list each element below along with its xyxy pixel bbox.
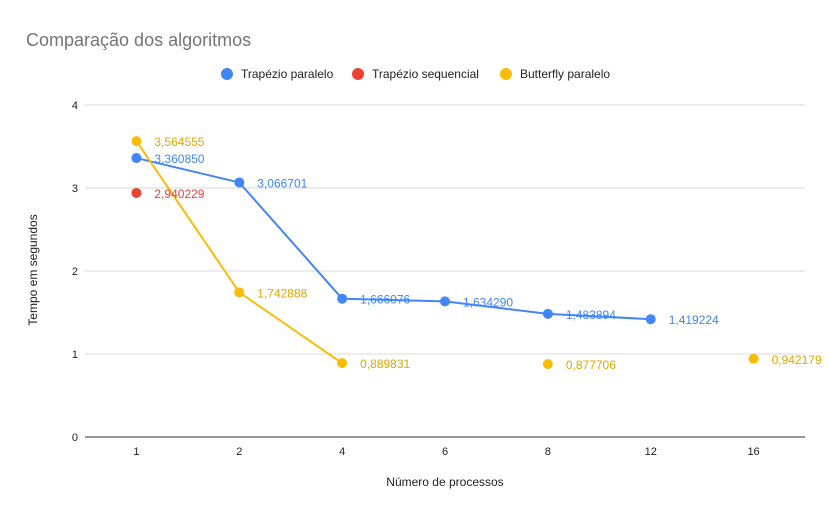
- data-point: [234, 177, 245, 188]
- x-tick-label: 4: [339, 446, 345, 458]
- data-label: 1,483894: [566, 308, 616, 322]
- x-tick-label: 12: [645, 446, 657, 458]
- series-points: [131, 136, 759, 370]
- x-tick-label: 2: [236, 446, 242, 458]
- x-tick-label: 1: [133, 446, 139, 458]
- x-tick-label: 6: [442, 446, 448, 458]
- legend-label: Trapézio sequencial: [372, 67, 479, 81]
- y-tick-label: 2: [72, 266, 78, 278]
- legend-marker: [500, 68, 512, 80]
- y-tick-label: 1: [72, 349, 78, 361]
- legend: Trapézio paralelo Trapézio sequencial Butt…: [221, 67, 610, 81]
- data-point: [440, 296, 450, 307]
- legend-label: Butterfly paralelo: [520, 67, 610, 81]
- data-point: [645, 314, 656, 325]
- data-label: 2,940229: [154, 187, 204, 201]
- gridlines: [85, 104, 805, 438]
- data-point: [337, 358, 348, 369]
- data-point: [542, 308, 553, 319]
- data-label: 1,666076: [360, 293, 410, 307]
- data-label: 0,889831: [360, 357, 410, 371]
- series-line: [136, 157, 651, 321]
- y-axis-title: Tempo em segundos: [26, 214, 40, 325]
- y-axis-ticks: 0 1 2 3 4: [72, 100, 78, 444]
- data-point: [337, 293, 348, 304]
- data-point: [131, 187, 142, 198]
- series-lines: [135, 140, 651, 364]
- data-label: 3,360850: [154, 152, 204, 166]
- series-line: [135, 140, 343, 364]
- data-point: [748, 353, 759, 364]
- data-label: 0,877706: [566, 358, 616, 372]
- data-label: 0,942179: [772, 353, 822, 367]
- data-label: 1,419224: [669, 313, 719, 327]
- legend-marker: [221, 68, 233, 80]
- data-label: 3,066701: [257, 176, 307, 190]
- y-tick-label: 3: [72, 183, 78, 195]
- data-label: 1,634290: [463, 295, 513, 309]
- data-label: 1,742888: [257, 286, 307, 300]
- x-tick-label: 16: [747, 446, 759, 458]
- data-point: [131, 153, 142, 164]
- x-tick-label: 8: [545, 446, 551, 458]
- x-axis-ticks: 1 2 4 6 8 12 16: [133, 446, 759, 458]
- y-tick-label: 4: [72, 100, 78, 112]
- data-label: 3,564555: [154, 135, 204, 149]
- chart-title: Comparação dos algoritmos: [26, 30, 251, 50]
- data-labels: 3,360850 3,066701 1,666076 1,634290 1,483894…: [154, 135, 822, 372]
- legend-label: Trapézio paralelo: [241, 67, 334, 81]
- legend-marker: [352, 68, 364, 80]
- data-point: [131, 136, 142, 147]
- data-point: [234, 287, 245, 298]
- x-axis-title: Número de processos: [386, 475, 503, 489]
- data-point: [542, 359, 553, 370]
- y-tick-label: 0: [72, 432, 78, 444]
